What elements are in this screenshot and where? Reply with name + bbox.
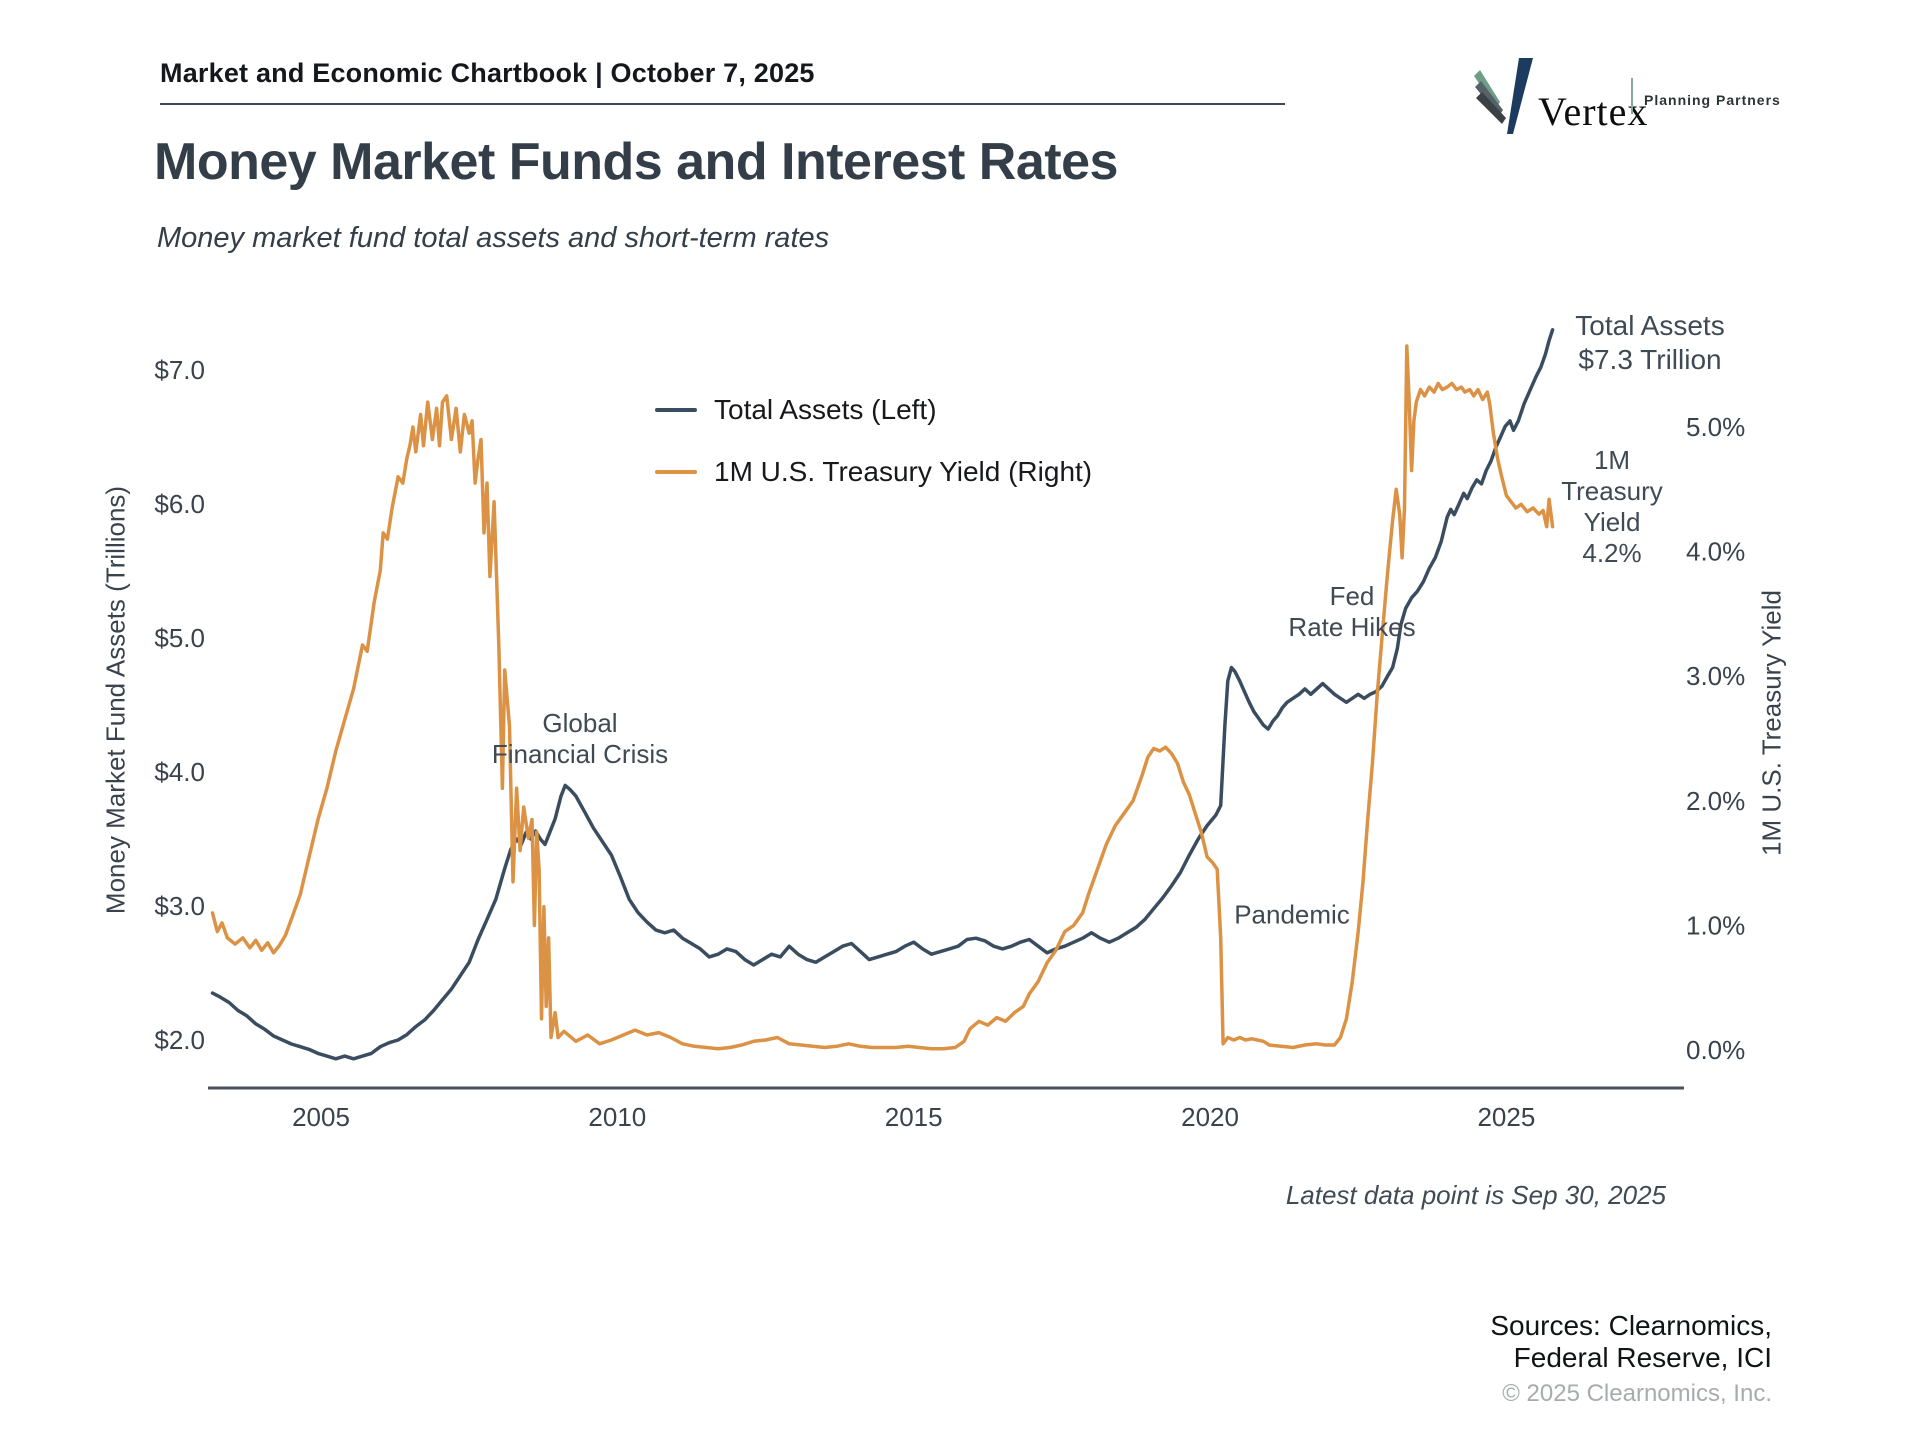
tick-label: 2015 (885, 1102, 943, 1132)
tick-label: 4.0% (1686, 537, 1745, 567)
total-assets-line (210, 328, 1555, 1061)
annotation-line: Treasury (1561, 476, 1663, 506)
left-axis-tick-labels: $7.0 $6.0 $5.0 $4.0 $3.0 $2.0 (154, 355, 205, 1055)
sources-line: Federal Reserve, ICI (1513, 1342, 1772, 1373)
tick-label: 2005 (292, 1102, 350, 1132)
sources-text: Sources: Clearnomics, Federal Reserve, I… (1490, 1310, 1772, 1374)
annotation-line: Fed (1329, 581, 1375, 611)
annotation-line: 4.2% (1582, 538, 1642, 568)
tick-label: $3.0 (154, 891, 205, 921)
latest-data-footnote: Latest data point is Sep 30, 2025 (1285, 1180, 1666, 1210)
left-axis-title: Money Market Fund Assets (Trillions) (100, 485, 131, 915)
annotation-line: Total Assets (1575, 310, 1725, 341)
total-assets-swatch-icon (655, 408, 697, 412)
treasury-yield-swatch-icon (655, 470, 697, 474)
annotation-line: Financial Crisis (491, 739, 669, 769)
tick-label: 2.0% (1686, 786, 1745, 816)
tick-label: 1.0% (1686, 910, 1745, 940)
annotation-line: Global (542, 708, 618, 738)
page-subtitle: Money market fund total assets and short… (157, 222, 830, 254)
tick-label: 2010 (588, 1102, 646, 1132)
tick-label: 2025 (1477, 1102, 1535, 1132)
tick-label: 0.0% (1686, 1035, 1745, 1065)
logo-brand-text: Vertex (1538, 89, 1649, 135)
logo-tagline: Planning Partners (1644, 92, 1781, 108)
tick-label: $6.0 (154, 489, 205, 519)
vertex-logo: Vertex Planning Partners (1474, 52, 1794, 136)
chart-legend: Total Assets (Left) 1M U.S. Treasury Yie… (655, 392, 1092, 516)
annotation-line: 1M (1593, 445, 1631, 475)
tick-label: $2.0 (154, 1025, 205, 1055)
treasury-yield-line (210, 344, 1555, 1051)
annotation-line: Yield (1583, 507, 1641, 537)
legend-item-total-assets: Total Assets (Left) (655, 392, 1092, 428)
legend-label: Total Assets (Left) (714, 394, 937, 425)
header-divider (160, 103, 1285, 105)
vertex-logo-mark-icon (1474, 58, 1533, 134)
right-axis-tick-labels: 5.0% 4.0% 3.0% 2.0% 1.0% 0.0% (1686, 412, 1745, 1065)
tick-label: 2020 (1181, 1102, 1239, 1132)
annotation-line: $7.3 Trillion (1578, 344, 1722, 375)
right-axis-title: 1M U.S. Treasury Yield (1756, 590, 1787, 856)
copyright-text: © 2025 Clearnomics, Inc. (1502, 1380, 1772, 1407)
sources-line: Sources: Clearnomics, (1490, 1310, 1772, 1341)
tick-label: $7.0 (154, 355, 205, 385)
tick-label: $4.0 (154, 757, 205, 787)
tick-label: 3.0% (1686, 661, 1745, 691)
logo-separator (1631, 78, 1633, 114)
chartbook-header: Market and Economic Chartbook | October … (160, 58, 815, 88)
annotation-line: Rate Hikes (1288, 612, 1416, 642)
tick-label: $5.0 (154, 623, 205, 653)
page-title: Money Market Funds and Interest Rates (154, 133, 1118, 191)
legend-label: 1M U.S. Treasury Yield (Right) (714, 456, 1093, 487)
x-axis-tick-labels: 2005 2010 2015 2020 2025 (292, 1102, 1535, 1132)
legend-item-treasury-yield: 1M U.S. Treasury Yield (Right) (655, 454, 1092, 490)
tick-label: 5.0% (1686, 412, 1745, 442)
annotation-line: Pandemic (1234, 899, 1350, 930)
